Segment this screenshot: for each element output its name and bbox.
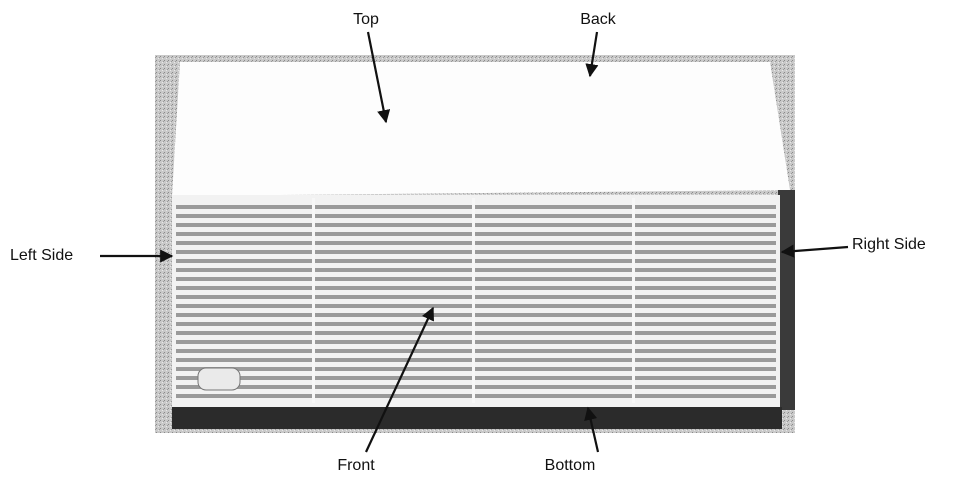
grille-slot (176, 394, 776, 398)
grille-slot (176, 349, 776, 353)
callouts: Top Back Left Side Right Side Front Bott… (10, 11, 926, 474)
label-bottom: Bottom (545, 457, 596, 474)
grille-slot (176, 313, 776, 317)
power-switch (197, 367, 241, 391)
grille-slot (176, 268, 776, 272)
label-back: Back (580, 11, 617, 28)
grille-slot (176, 277, 776, 281)
arrow-right-side (780, 244, 849, 258)
label-left-side: Left Side (10, 247, 73, 264)
grille-slot (176, 286, 776, 290)
label-front: Front (337, 457, 375, 474)
arrow-back (585, 31, 599, 78)
arrow-bottom (584, 406, 600, 453)
grille-slot (176, 331, 776, 335)
grille-slot (632, 198, 635, 403)
grille-slot (176, 250, 776, 254)
grille-slot (176, 322, 776, 326)
grille-slot (176, 376, 776, 380)
label-right-side: Right Side (852, 236, 926, 253)
grille-slot (472, 198, 475, 403)
grille-slot (176, 241, 776, 245)
device-top (172, 62, 790, 196)
label-top: Top (353, 11, 379, 28)
grille-slot (176, 232, 776, 236)
grille-slot (312, 198, 315, 403)
grille-slot (176, 385, 776, 389)
device-right-side (778, 190, 795, 410)
device-base-shadow (172, 407, 782, 429)
grille-slot (176, 367, 776, 371)
photo (155, 55, 795, 433)
grille-slot (176, 259, 776, 263)
arrow-top (366, 31, 391, 124)
grille-slot (176, 304, 776, 308)
grille (176, 198, 776, 403)
grille-slot (176, 358, 776, 362)
device-front (172, 195, 780, 407)
grille-slot (176, 223, 776, 227)
arrow-front (365, 306, 434, 453)
grille-slot (176, 214, 776, 218)
grille-slot (176, 205, 776, 209)
grille-slot (176, 295, 776, 299)
grille-slot (176, 340, 776, 344)
